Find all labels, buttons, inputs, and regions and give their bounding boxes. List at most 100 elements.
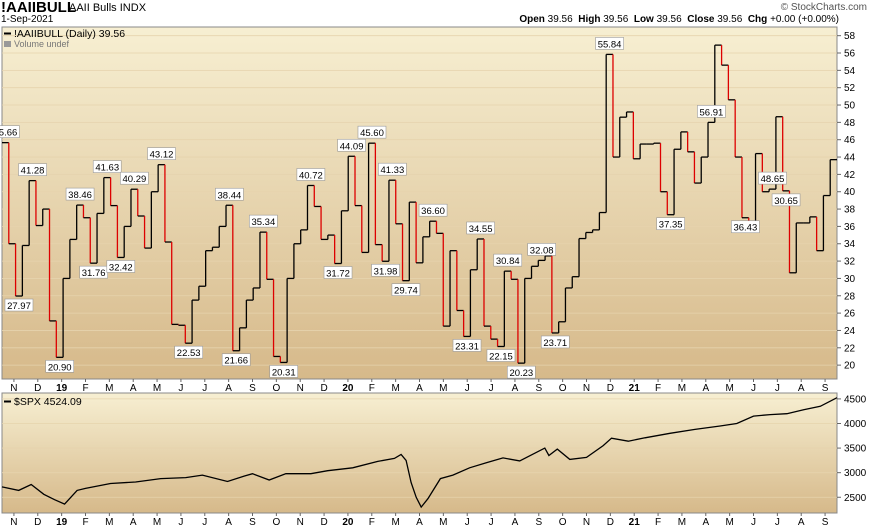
x-tick-label: M xyxy=(105,517,113,528)
x-tick-label: 21 xyxy=(629,517,641,528)
x-tick-label: N xyxy=(10,517,17,528)
spx-y-tick-label: 2500 xyxy=(844,493,867,504)
x-tick-label: O xyxy=(272,383,280,394)
x-tick-label: D xyxy=(607,517,614,528)
annotation-label: 35.34 xyxy=(251,217,275,228)
x-tick-label: D xyxy=(320,517,327,528)
main-y-tick-label: 32 xyxy=(844,257,856,268)
annotation-box xyxy=(174,345,203,359)
main-series-label: !AAIIBULL (Daily) 39.56 xyxy=(14,28,125,40)
x-tick-label: N xyxy=(583,383,590,394)
x-tick-label: F xyxy=(655,383,661,394)
annotation-label: 43.12 xyxy=(150,150,174,161)
main-y-tick-label: 52 xyxy=(844,83,856,94)
x-tick-label: N xyxy=(583,517,590,528)
x-tick-label: S xyxy=(249,383,256,394)
x-tick-label: 20 xyxy=(342,383,354,394)
x-tick-label: A xyxy=(416,517,423,528)
main-y-tick-label: 22 xyxy=(844,343,856,354)
annotation-label: 27.97 xyxy=(7,301,31,312)
x-tick-label: J xyxy=(775,383,780,394)
spx-y-tick-label: 4000 xyxy=(844,419,867,430)
x-tick-label: 19 xyxy=(56,383,68,394)
main-x-axis: N D 19 F M A M J J A S O N D 20 F M A M J J A S O N D 21 F M A M J J A S xyxy=(10,379,829,394)
annotation-box xyxy=(493,253,523,267)
main-y-tick-label: 48 xyxy=(844,118,856,129)
annotation-box xyxy=(507,365,536,379)
annotation-label: 34.55 xyxy=(469,224,493,235)
annotation-label: 38.44 xyxy=(218,190,242,201)
annotation-box xyxy=(656,217,685,231)
main-y-tick-label: 42 xyxy=(844,170,856,181)
annotation-label: 23.31 xyxy=(455,341,479,352)
spx-series-line xyxy=(1,397,838,509)
x-tick-label: F xyxy=(82,383,88,394)
x-tick-label: M xyxy=(725,517,733,528)
annotation-box xyxy=(540,335,570,349)
x-tick-label: A xyxy=(798,383,805,394)
main-y-tick-label: 26 xyxy=(844,309,856,320)
annotation-box xyxy=(269,365,299,378)
annotation-label: 29.74 xyxy=(394,286,418,297)
x-tick-label: M xyxy=(439,517,447,528)
x-tick-label: A xyxy=(702,517,709,528)
x-tick-label: F xyxy=(369,517,375,528)
annotation-box xyxy=(0,125,20,138)
annotation-label: 30.65 xyxy=(774,196,798,207)
annotation-label: 48.65 xyxy=(761,174,785,185)
annotation-box xyxy=(249,214,278,228)
annotation-box xyxy=(296,168,326,181)
x-tick-label: A xyxy=(702,383,709,394)
annotation-box xyxy=(221,353,251,367)
x-tick-label: J xyxy=(775,517,780,528)
open-value: 39.56 xyxy=(547,14,573,25)
x-tick-label: A xyxy=(225,517,232,528)
x-tick-label: M xyxy=(105,383,113,394)
x-tick-label: N xyxy=(297,383,304,394)
annotation-label: 56.91 xyxy=(700,107,724,118)
open-label: Open xyxy=(519,14,545,25)
annotation-box xyxy=(466,221,495,235)
annotation-label: 41.63 xyxy=(95,163,119,174)
annotation-label: 36.60 xyxy=(421,206,445,217)
x-tick-label: M xyxy=(439,383,447,394)
x-tick-label: D xyxy=(607,383,614,394)
annotation-box xyxy=(323,266,353,279)
x-tick-label: J xyxy=(751,383,756,394)
x-tick-label: O xyxy=(272,517,280,528)
x-tick-label: D xyxy=(34,383,41,394)
main-y-tick-label: 28 xyxy=(844,291,856,302)
x-tick-label: A xyxy=(512,517,519,528)
x-tick-label: S xyxy=(535,383,542,394)
main-y-tick-label: 20 xyxy=(844,361,856,372)
spx-y-tick-label: 3500 xyxy=(844,444,867,455)
annotation-label: 31.72 xyxy=(326,269,350,280)
chg-value: +0.00 (+0.00%) xyxy=(770,14,839,25)
high-label: High xyxy=(578,14,601,25)
x-tick-label: D xyxy=(320,383,327,394)
annotation-label: 37.35 xyxy=(659,220,683,231)
x-tick-label: S xyxy=(822,383,829,394)
annotation-box xyxy=(120,171,149,185)
annotation-box xyxy=(65,187,95,201)
spx-series-label: $SPX 4524.09 xyxy=(14,396,82,408)
annotation-label: 31.98 xyxy=(374,266,398,277)
x-tick-label: A xyxy=(798,517,805,528)
annotation-box xyxy=(371,263,400,277)
annotation-label: 38.46 xyxy=(68,190,92,201)
annotation-label: 45.60 xyxy=(360,128,384,139)
x-tick-label: J xyxy=(202,517,207,528)
brand-watermark[interactable]: © StockCharts.com xyxy=(780,2,867,13)
spx-x-axis: N D 19 F M A M J J A S O N D 20 F M A M J J A S O N D 21 F M A M J J A S xyxy=(10,513,829,528)
symbol-title: !AAIIBULL xyxy=(1,0,76,16)
x-tick-label: M xyxy=(725,383,733,394)
x-tick-label: A xyxy=(130,517,137,528)
annotation-label: 21.66 xyxy=(224,356,248,367)
annotation-box xyxy=(215,187,244,201)
x-tick-label: A xyxy=(225,383,232,394)
annotation-box xyxy=(45,360,75,373)
high-value: 39.56 xyxy=(603,14,629,25)
x-tick-label: D xyxy=(34,517,41,528)
